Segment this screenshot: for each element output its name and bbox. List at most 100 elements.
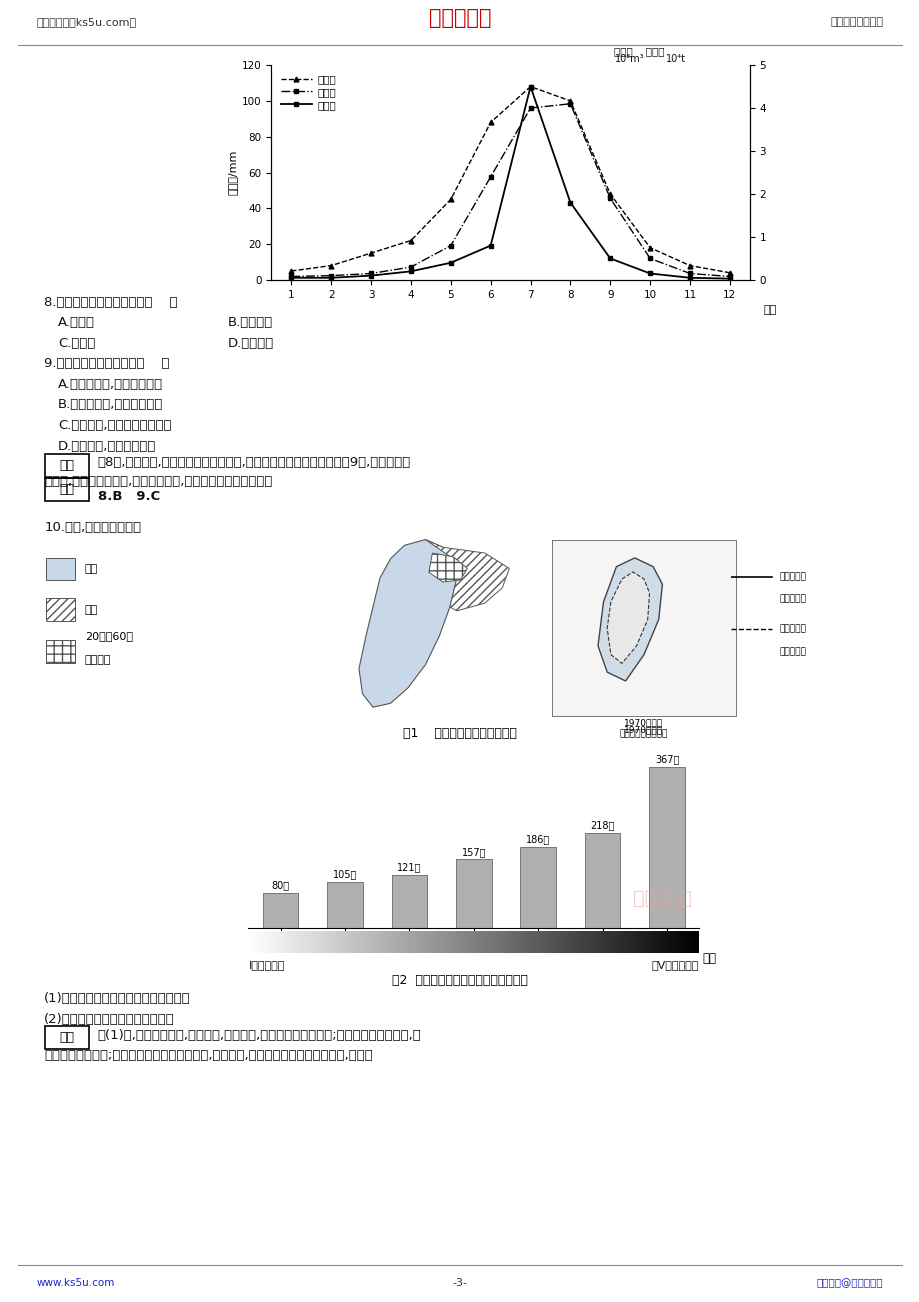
Polygon shape — [607, 572, 649, 664]
输沙量 — [445, 255, 456, 271]
径流量 — [445, 238, 456, 254]
Bar — [520, 846, 555, 928]
Text: 8.B   9.C: 8.B 9.C — [97, 490, 160, 503]
径流量 — [604, 190, 615, 206]
Text: 8.该流域的主要环境问题是（    ）: 8.该流域的主要环境问题是（ ） — [44, 296, 177, 309]
Text: 径流量    输沙量: 径流量 输沙量 — [614, 46, 664, 56]
Text: 月份: 月份 — [762, 305, 776, 315]
Text: 水域: 水域 — [85, 564, 97, 574]
Bar — [649, 767, 684, 928]
Text: 您身边的高考专家: 您身边的高考专家 — [829, 17, 882, 26]
Legend: 降水量, 径流量, 输沙量: 降水量, 径流量, 输沙量 — [277, 70, 340, 113]
降水量 — [445, 191, 456, 207]
Text: C.盐碱化: C.盐碱化 — [58, 337, 96, 350]
输沙量 — [365, 268, 376, 284]
Text: 105万: 105万 — [333, 870, 357, 880]
Text: I类水（好）: I类水（好） — [248, 960, 285, 970]
径流量 — [723, 268, 734, 284]
径流量 — [484, 169, 495, 185]
Text: 第(1)题,从排污量分析,城市扩大,人口增加,排放的生活污水增多;工农业生产规模扩大,生: 第(1)题,从排污量分析,城市扩大,人口增加,排放的生活污水增多;工农业生产规模… — [97, 1029, 421, 1042]
Bar — [46, 599, 75, 621]
径流量 — [525, 100, 536, 116]
Text: 滇池范围图: 滇池范围图 — [779, 595, 806, 604]
Text: 滇池范围图: 滇池范围图 — [779, 647, 806, 656]
Text: A.径流量减少,不易决堤泛滥: A.径流量减少,不易决堤泛滥 — [58, 378, 163, 391]
Text: B.水土流失: B.水土流失 — [228, 316, 273, 329]
降水量 — [405, 233, 416, 249]
降水量 — [286, 263, 297, 279]
Text: 围湖造田后: 围湖造田后 — [779, 625, 806, 634]
降水量 — [484, 115, 495, 130]
径流量 — [564, 96, 575, 112]
Bar — [46, 641, 75, 663]
径流量 — [365, 266, 376, 281]
Text: D.流速减慢,利于内河航运: D.流速减慢,利于内河航运 — [58, 440, 156, 453]
输沙量 — [484, 238, 495, 254]
降水量 — [644, 240, 655, 255]
Text: 10.读图,完成下列各题。: 10.读图,完成下列各题。 — [44, 521, 142, 534]
径流量 — [405, 259, 416, 275]
Polygon shape — [428, 553, 467, 582]
Text: 1970年前后: 1970年前后 — [624, 725, 663, 734]
Text: 产污水排放量剧增;从滇池的自身净化能力分析,图中显示,围湖造田造成湖泊库容减小,自身净: 产污水排放量剧增;从滇池的自身净化能力分析,图中显示,围湖造田造成湖泊库容减小,… — [44, 1049, 372, 1062]
Text: 80万: 80万 — [271, 880, 289, 891]
径流量 — [325, 268, 336, 284]
Text: -3-: -3- — [452, 1279, 467, 1288]
Text: 版权所有@高考资源网: 版权所有@高考资源网 — [816, 1279, 882, 1288]
Text: 218万: 218万 — [590, 820, 614, 829]
Text: 年份: 年份 — [702, 953, 716, 966]
Text: 高考资源网: 高考资源网 — [632, 889, 691, 907]
Text: C.输沙量大,下游泥沙淤积严重: C.输沙量大,下游泥沙淤积严重 — [58, 419, 171, 432]
Text: www.ks5u.com: www.ks5u.com — [37, 1279, 115, 1288]
输沙量 — [604, 250, 615, 266]
降水量 — [525, 78, 536, 94]
Text: 157万: 157万 — [461, 846, 485, 857]
输沙量 — [325, 270, 336, 285]
Bar — [391, 875, 426, 928]
Bar — [327, 883, 362, 928]
Text: (2)简述滇池水质变化带来的危害。: (2)简述滇池水质变化带来的危害。 — [44, 1013, 175, 1026]
Text: 图1    滇池及其周边地区示意图: 图1 滇池及其周边地区示意图 — [403, 727, 516, 740]
Text: 围湖造田前: 围湖造田前 — [779, 573, 806, 581]
Line: 降水量: 降水量 — [289, 85, 732, 275]
Polygon shape — [425, 539, 509, 611]
Text: B.径流量增多,季节变化减小: B.径流量增多,季节变化减小 — [58, 398, 164, 411]
Text: 高考资源网（ks5u.com）: 高考资源网（ks5u.com） — [37, 17, 137, 26]
Bar — [456, 859, 491, 928]
Bar — [46, 557, 75, 581]
Text: 滇池围湖造田示意图: 滇池围湖造田示意图 — [619, 729, 667, 738]
Text: 图2  昆明人口与滇池水质随时间变化图: 图2 昆明人口与滇池水质随时间变化图 — [391, 974, 528, 987]
降水量 — [325, 258, 336, 273]
径流量 — [644, 250, 655, 266]
输沙量 — [684, 270, 695, 285]
Text: 失严重,河流的输沙量大,下游水流缓慢,导致下游泥沙淤积严重。: 失严重,河流的输沙量大,下游水流缓慢,导致下游泥沙淤积严重。 — [44, 475, 272, 488]
输沙量 — [644, 266, 655, 281]
输沙量 — [723, 271, 734, 286]
Text: 121万: 121万 — [397, 862, 421, 872]
Text: 10⁴t: 10⁴t — [665, 53, 686, 64]
Text: D.水体污染: D.水体污染 — [228, 337, 274, 350]
输沙量 — [286, 270, 297, 285]
Polygon shape — [597, 557, 662, 681]
Text: 城区: 城区 — [85, 604, 97, 615]
径流量 — [684, 266, 695, 281]
Text: 367万: 367万 — [654, 755, 678, 764]
降水量 — [564, 94, 575, 109]
输沙量 — [525, 78, 536, 94]
Bar — [263, 893, 298, 928]
降水量 — [365, 245, 376, 260]
降水量 — [723, 266, 734, 281]
Text: 186万: 186万 — [526, 835, 550, 844]
Y-axis label: 降水量/mm: 降水量/mm — [228, 150, 237, 195]
径流量 — [286, 268, 297, 284]
降水量 — [604, 186, 615, 202]
输沙量 — [405, 263, 416, 279]
Bar — [584, 832, 619, 928]
Text: (1)分析造成滇池水质变化的人为原因。: (1)分析造成滇池水质变化的人为原因。 — [44, 992, 191, 1005]
Polygon shape — [358, 539, 457, 707]
Text: 解析: 解析 — [60, 1031, 74, 1044]
降水量 — [684, 258, 695, 273]
Text: 9.该环境问题易导致下游（    ）: 9.该环境问题易导致下游（ ） — [44, 357, 169, 370]
Text: 劣V类水（差）: 劣V类水（差） — [652, 960, 698, 970]
Text: 解析: 解析 — [60, 460, 74, 473]
